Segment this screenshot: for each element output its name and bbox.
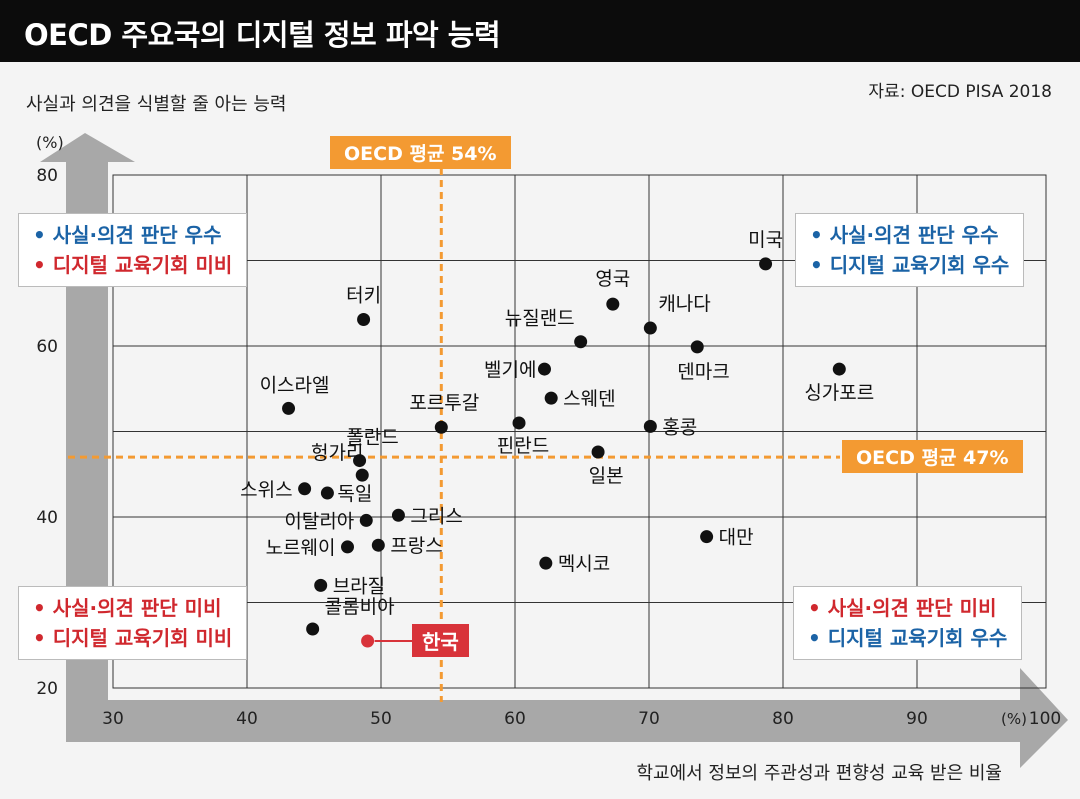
point-label: 일본 (589, 465, 624, 487)
data-point (320, 486, 334, 500)
point-label: 이탈리아 (284, 510, 354, 532)
quadrant-line: • 사실·의견 판단 미비 (33, 596, 222, 620)
quadrant-line: • 디지털 교육기회 미비 (33, 626, 233, 650)
x-tick-label: 80 (772, 709, 794, 729)
quadrant-bottom-right: • 사실·의견 판단 미비 • 디지털 교육기회 우수 (793, 586, 1023, 660)
data-point (359, 513, 373, 527)
point-label: 대만 (719, 527, 754, 549)
data-point (537, 362, 551, 376)
point-label: 벨기에 (484, 359, 536, 381)
quadrant-line: • 사실·의견 판단 우수 (33, 223, 222, 247)
data-point (371, 538, 385, 552)
highlight-label-korea: 한국 (412, 623, 469, 657)
x-tick-label: 70 (638, 709, 660, 729)
source-note: 자료: OECD PISA 2018 (868, 82, 1052, 102)
point-label: 영국 (595, 268, 630, 290)
point-label: 멕시코 (558, 553, 610, 575)
data-point (690, 340, 704, 354)
y-tick-label: 40 (36, 508, 58, 528)
point-label: 뉴질랜드 (505, 308, 575, 330)
quadrant-line: • 디지털 교육기회 우수 (808, 626, 1008, 650)
x-tick-label: 100 (1029, 709, 1061, 729)
point-label: 프랑스 (390, 535, 442, 557)
point-label: 그리스 (410, 505, 462, 527)
oecd-average-y-label: OECD 평균 47% (842, 440, 1023, 473)
y-tick-label: 20 (36, 679, 58, 699)
data-point (391, 508, 405, 522)
data-point (282, 401, 296, 415)
data-point (434, 420, 448, 434)
x-axis-arrow (66, 668, 1068, 768)
data-point (759, 257, 773, 271)
point-label: 독일 (337, 483, 372, 505)
point-label: 홍콩 (662, 416, 697, 438)
point-label: 헝가리 (311, 442, 363, 464)
data-point (700, 530, 714, 544)
x-tick-label: 40 (236, 709, 258, 729)
data-point (314, 578, 328, 592)
point-label: 미국 (748, 229, 783, 251)
quadrant-line: • 사실·의견 판단 미비 (808, 596, 997, 620)
data-point (306, 622, 320, 636)
y-unit-label: (%) (36, 133, 64, 152)
data-point (643, 321, 657, 335)
quadrant-line: • 디지털 교육기회 미비 (33, 253, 233, 277)
chart-title: OECD 주요국의 디지털 정보 파악 능력 (24, 18, 501, 52)
data-point (512, 416, 526, 430)
quadrant-line: • 사실·의견 판단 우수 (810, 223, 999, 247)
data-point (539, 556, 553, 570)
point-label: 포르투갈 (409, 392, 479, 414)
data-point (544, 391, 558, 405)
y-axis-arrow (40, 133, 135, 722)
data-point (298, 482, 312, 496)
data-point (832, 362, 846, 376)
data-point-korea (361, 634, 375, 648)
data-point (643, 419, 657, 433)
quadrant-top-left: • 사실·의견 판단 우수 • 디지털 교육기회 미비 (18, 213, 248, 287)
x-tick-label: 50 (370, 709, 392, 729)
point-label: 이스라엘 (260, 374, 330, 396)
point-label: 노르웨이 (266, 537, 336, 559)
point-label: 캐나다 (658, 293, 710, 315)
quadrant-top-right: • 사실·의견 판단 우수 • 디지털 교육기회 우수 (795, 213, 1025, 287)
x-tick-label: 30 (102, 709, 124, 729)
point-label: 스웨덴 (563, 388, 615, 410)
x-unit-label: (%) (1001, 710, 1027, 728)
data-point (353, 454, 367, 468)
point-label: 콜롬비아 (325, 596, 395, 618)
point-label: 스위스 (240, 479, 292, 501)
data-point (574, 335, 588, 349)
oecd-average-x-label: OECD 평균 54% (330, 136, 511, 169)
y-tick-label: 60 (36, 337, 58, 357)
quadrant-bottom-left: • 사실·의견 판단 미비 • 디지털 교육기회 미비 (18, 586, 248, 660)
y-tick-label: 80 (36, 166, 58, 186)
average-lines (68, 168, 840, 702)
data-point (355, 468, 369, 482)
point-label: 핀란드 (497, 435, 549, 457)
point-label: 브라질 (333, 575, 385, 597)
x-axis-title: 학교에서 정보의 주관성과 편향성 교육 받은 비율 (636, 763, 1002, 784)
quadrant-line: • 디지털 교육기회 우수 (810, 253, 1010, 277)
point-label: 덴마크 (677, 361, 729, 383)
x-tick-label: 60 (504, 709, 526, 729)
point-label: 폴란드 (346, 427, 398, 449)
data-point (591, 445, 605, 459)
y-axis-title: 사실과 의견을 식별할 줄 아는 능력 (26, 94, 287, 115)
title-bar: OECD 주요국의 디지털 정보 파악 능력 (0, 0, 1080, 62)
axis-arrows (40, 133, 1068, 768)
data-point (606, 297, 620, 311)
x-tick-label: 90 (906, 709, 928, 729)
point-label: 싱가포르 (804, 382, 874, 404)
data-point (357, 312, 371, 326)
data-point (341, 540, 354, 554)
point-label: 터키 (346, 284, 381, 306)
